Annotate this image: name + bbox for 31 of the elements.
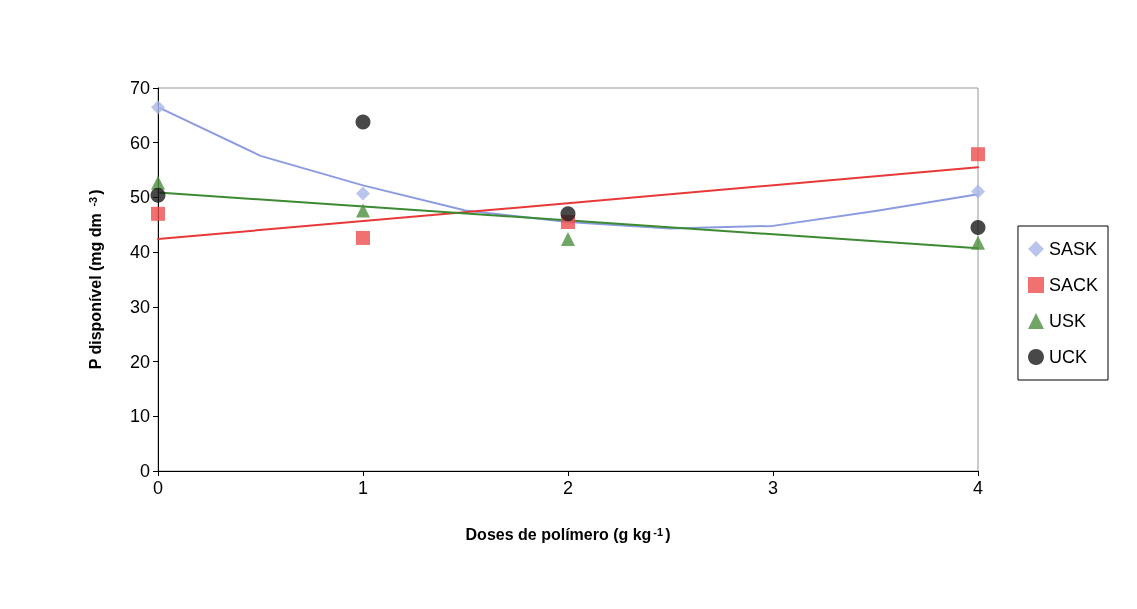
x-tick-label: 0	[152, 478, 164, 498]
point	[151, 206, 165, 221]
y-tick-label: 30	[129, 296, 150, 317]
legend-label: SASK	[1048, 239, 1098, 259]
point	[560, 206, 576, 222]
y-tick-label: 50	[129, 187, 150, 208]
x-tick-label: 1	[357, 478, 369, 498]
legend-label: UCK	[1048, 347, 1087, 367]
y-tick-label: 10	[129, 406, 150, 427]
y-tick-label: 0	[139, 461, 150, 481]
point	[971, 235, 985, 250]
y-tick-label: 70	[129, 78, 150, 98]
y-axis-title: P disponível (mg dm -3)	[86, 189, 104, 370]
point	[356, 230, 370, 245]
point	[971, 147, 985, 162]
y-tick-label: 20	[129, 351, 150, 372]
point	[970, 220, 986, 236]
x-tick-label: 2	[562, 478, 574, 498]
legend-label: USK	[1048, 311, 1086, 331]
point	[150, 187, 166, 203]
legend-label: SACK	[1048, 275, 1099, 295]
y-tick-label: 40	[129, 242, 150, 263]
x-tick-label: 4	[972, 478, 984, 498]
point	[151, 100, 165, 115]
point	[971, 184, 985, 199]
x-tick-label: 3	[767, 478, 779, 498]
y-tick-label: 60	[129, 132, 150, 153]
point	[356, 186, 370, 201]
point	[355, 114, 371, 130]
point	[356, 203, 370, 218]
point	[561, 232, 575, 247]
